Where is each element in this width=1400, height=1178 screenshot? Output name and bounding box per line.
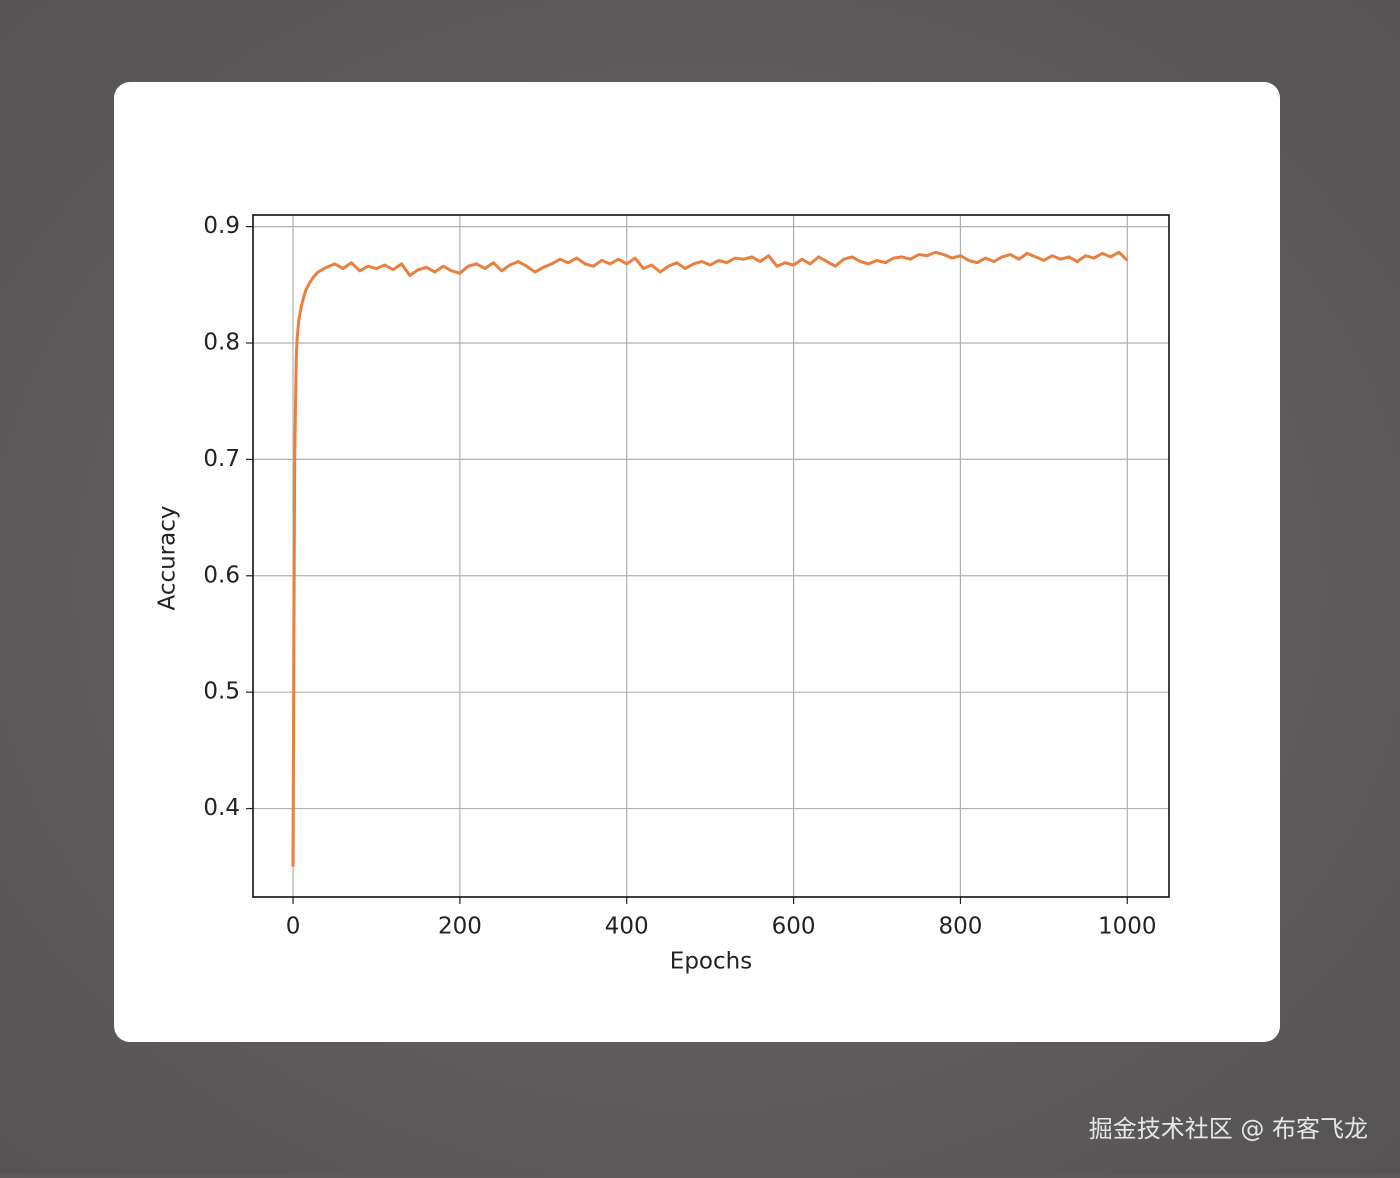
- y-tick-label: 0.8: [203, 330, 240, 356]
- y-tick-label: 0.9: [203, 213, 240, 239]
- x-tick-label: 400: [605, 914, 649, 940]
- x-tick-label: 0: [286, 914, 301, 940]
- x-tick-label: 600: [772, 914, 816, 940]
- accuracy-line: [291, 250, 1129, 867]
- y-axis-label: Accuracy: [155, 505, 181, 610]
- y-tick-label: 0.4: [203, 795, 240, 821]
- x-axis-label: Epochs: [670, 949, 752, 975]
- plot: Epochs Accuracy 0 200 400 600 800 1000 0.4 0.5 0…: [155, 213, 1170, 975]
- x-tick-label: 1000: [1098, 914, 1157, 940]
- axes-frame: [252, 214, 1170, 898]
- x-tick-label: 800: [938, 914, 982, 940]
- y-tick-label: 0.7: [203, 446, 240, 472]
- watermark: 掘金技术社区 @ 布客飞龙: [1089, 1115, 1368, 1143]
- y-tick-label: 0.5: [203, 679, 240, 705]
- card: [114, 82, 1280, 1042]
- y-tick-label: 0.6: [203, 562, 240, 588]
- x-tick-label: 200: [438, 914, 482, 940]
